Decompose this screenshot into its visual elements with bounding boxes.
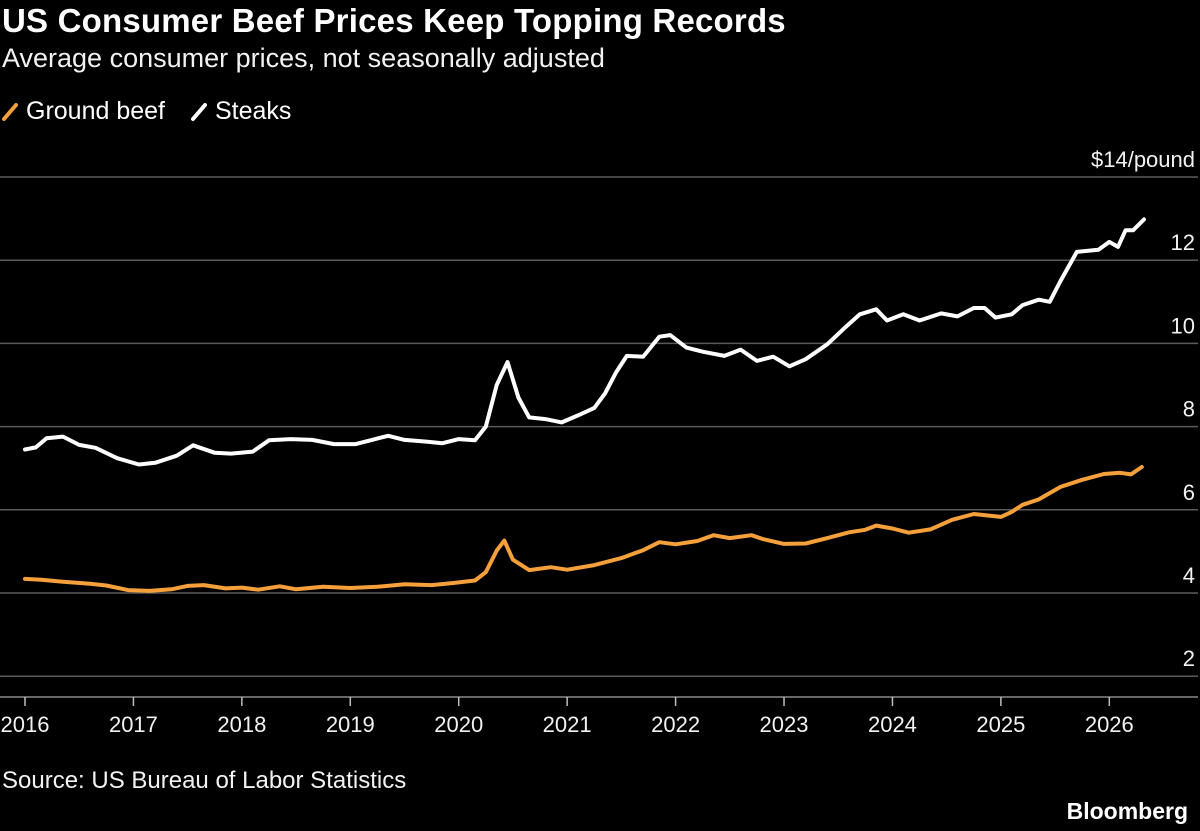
y-tick-label-4: 4 <box>1183 563 1195 588</box>
legend-swatch-steaks <box>191 102 207 121</box>
y-tick-label-8: 8 <box>1183 397 1195 422</box>
legend: Ground beef Steaks <box>2 97 317 126</box>
series-line-steaks <box>23 217 1146 467</box>
y-tick-label-2: 2 <box>1183 646 1195 671</box>
series-line-ground-beef <box>23 465 1144 593</box>
x-tick-label-2021: 2021 <box>543 712 592 737</box>
x-tick-label-2026: 2026 <box>1085 712 1134 737</box>
x-tick-label-2019: 2019 <box>326 712 375 737</box>
legend-label-ground-beef: Ground beef <box>26 97 165 125</box>
y-tick-label-6: 6 <box>1183 480 1195 505</box>
legend-item-steaks: Steaks <box>191 97 291 126</box>
legend-swatch-ground-beef <box>2 102 18 121</box>
chart-title: US Consumer Beef Prices Keep Topping Rec… <box>2 2 786 39</box>
bloomberg-logo: Bloomberg <box>1066 798 1188 824</box>
x-tick-label-2016: 2016 <box>1 712 50 737</box>
x-tick-label-2025: 2025 <box>976 712 1025 737</box>
x-tick-label-2022: 2022 <box>651 712 700 737</box>
x-tick-label-2020: 2020 <box>434 712 483 737</box>
x-tick-label-2023: 2023 <box>760 712 809 737</box>
y-tick-label-14: $14/pound <box>1091 147 1195 172</box>
x-tick-label-2018: 2018 <box>217 712 266 737</box>
legend-item-ground-beef: Ground beef <box>2 97 165 126</box>
y-tick-label-12: 12 <box>1171 230 1195 255</box>
x-tick-label-2024: 2024 <box>868 712 917 737</box>
source-note: Source: US Bureau of Labor Statistics <box>2 767 407 794</box>
chart-subtitle: Average consumer prices, not seasonally … <box>2 43 605 73</box>
legend-label-steaks: Steaks <box>215 97 292 125</box>
y-tick-label-10: 10 <box>1171 313 1195 338</box>
x-tick-label-2017: 2017 <box>109 712 158 737</box>
